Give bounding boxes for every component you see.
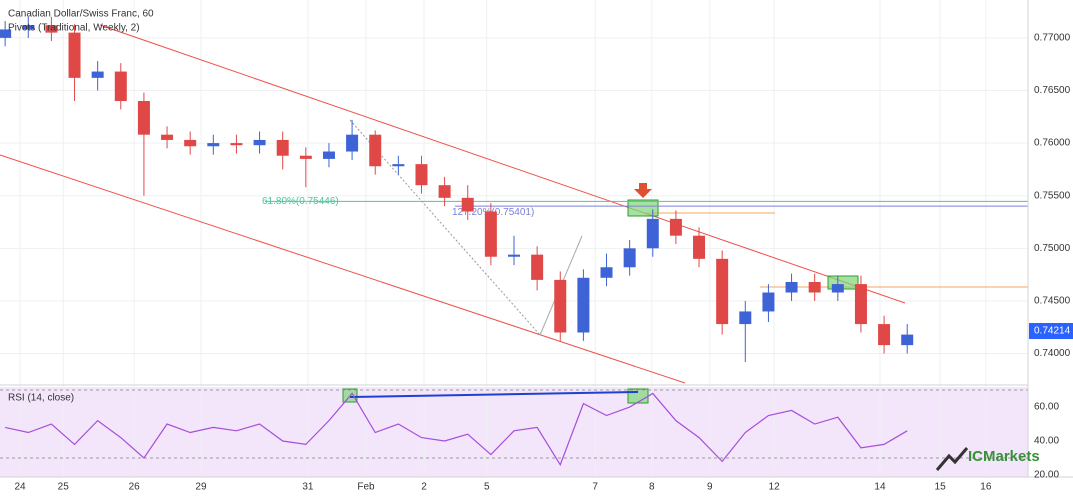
candle-body (114, 71, 127, 102)
x-tick-label: 29 (195, 482, 207, 493)
channel-upper (99, 24, 906, 304)
x-tick-label: 2 (421, 482, 427, 493)
x-tick-label: 8 (649, 482, 655, 493)
y-tick-label: 0.76000 (1034, 138, 1071, 149)
x-tick-label: 31 (302, 482, 314, 493)
rsi-title: RSI (14, close) (8, 393, 74, 404)
y-tick-label: 0.74500 (1034, 296, 1071, 307)
candle-body (901, 334, 914, 346)
candle-body (508, 254, 520, 257)
y-tick-label: 0.76500 (1034, 85, 1071, 96)
candle-body (438, 185, 451, 198)
logo-icon (935, 447, 969, 471)
x-tick-label: 14 (874, 482, 886, 493)
x-tick-label: 15 (935, 482, 947, 493)
labels: Canadian Dollar/Swiss Franc, 60 Pivots (… (8, 9, 1073, 493)
x-tick-label: 26 (129, 482, 141, 493)
logo: ICMarkets (968, 448, 1040, 465)
candle-body (531, 254, 544, 280)
candle-body (184, 139, 197, 147)
candle-body (646, 218, 659, 249)
candle-body (45, 25, 58, 33)
candle-body (554, 279, 567, 333)
candle-body (854, 284, 867, 325)
candle-body (369, 134, 382, 167)
candle-body (299, 155, 312, 159)
x-tick-label: 12 (769, 482, 781, 493)
y-tick-label: 40.00 (1034, 436, 1059, 447)
last-price-box (1029, 323, 1073, 340)
candle-body (207, 143, 220, 147)
candle-body (762, 292, 775, 312)
candle-body (878, 324, 891, 346)
y-tick-label: 0.75500 (1034, 190, 1071, 201)
candle-body (623, 248, 636, 268)
x-tick-label: 7 (592, 482, 598, 493)
rsi-panel (0, 387, 1028, 477)
candle-body (230, 143, 243, 146)
candle-body (415, 164, 428, 186)
x-tick-label: 5 (484, 482, 490, 493)
candle-body (276, 139, 289, 156)
marks: 61.80%(0.75446)127.20%(0.75401) (0, 16, 1028, 467)
candle-body (461, 197, 474, 212)
rsi-line (5, 392, 908, 467)
candle-body (808, 281, 821, 293)
candle-body (831, 284, 844, 293)
candle-body (739, 311, 752, 325)
x-tick-label: 16 (980, 482, 992, 493)
fib-level-label: 61.80%(0.75446) (262, 196, 339, 207)
candle-body (322, 151, 335, 159)
y-tick-label: 0.77000 (1034, 33, 1071, 44)
highlight-box (627, 388, 649, 404)
y-tick-label: 60.00 (1034, 402, 1059, 413)
chart-subtitle: Pivots (Traditional, Weekly, 2) (8, 23, 140, 34)
candle-body (577, 277, 590, 333)
candle-body (68, 32, 81, 78)
channel-lower (0, 154, 686, 384)
x-tick-label: 24 (14, 482, 26, 493)
candle-body (600, 267, 613, 278)
candle-body (253, 139, 266, 146)
divergence-line (349, 391, 639, 398)
candle-body (0, 29, 12, 38)
candle-body (137, 101, 150, 135)
chart-title: Canadian Dollar/Swiss Franc, 60 (8, 9, 154, 20)
candle-body (161, 134, 174, 140)
arrow (634, 183, 652, 198)
y-tick-label: 0.75000 (1034, 243, 1071, 254)
candle-body (669, 218, 682, 236)
candle-body (484, 211, 497, 257)
candle-body (392, 164, 405, 167)
x-tick-label: Feb (357, 482, 375, 493)
last-price-label: 0.74214 (1034, 326, 1071, 337)
x-tick-label: 25 (58, 482, 70, 493)
y-tick-label: 0.74000 (1034, 348, 1071, 359)
candle-body (785, 281, 798, 293)
candle-body (693, 235, 706, 259)
x-tick-label: 9 (707, 482, 713, 493)
candle-body (22, 25, 35, 30)
y-tick-label: 20.00 (1034, 470, 1059, 481)
candle-body (346, 134, 359, 152)
highlight-box (627, 199, 659, 217)
candle-body (716, 258, 729, 325)
candle-body (91, 71, 104, 78)
price-axis (1028, 0, 1073, 497)
